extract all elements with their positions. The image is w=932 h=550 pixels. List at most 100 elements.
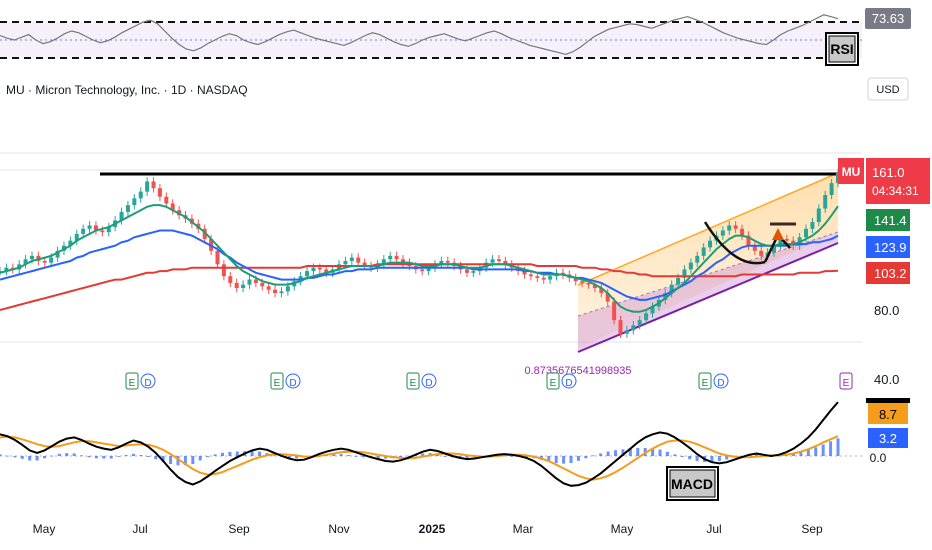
candle [535, 276, 540, 278]
event-label: E [550, 378, 557, 389]
macd-hist-bar [250, 451, 254, 456]
purple-channel [578, 232, 838, 352]
dividend-marker[interactable] [561, 373, 577, 389]
candle [87, 225, 92, 229]
candle [778, 238, 783, 246]
macd-hist-bar [139, 455, 143, 456]
event-label: E [129, 378, 136, 389]
dividend-marker[interactable] [713, 373, 729, 389]
macd-hist-bar [725, 456, 729, 460]
candle [548, 276, 553, 280]
macd-hist-bar [5, 455, 9, 457]
macd-hist-bar [814, 447, 818, 456]
candle [676, 277, 681, 285]
candle [305, 271, 310, 277]
earnings-marker[interactable] [546, 372, 560, 390]
candle [829, 183, 834, 195]
candle [362, 262, 367, 267]
candle [151, 181, 156, 189]
candle [810, 222, 815, 229]
currency-button[interactable] [867, 77, 909, 101]
candle [490, 259, 495, 263]
candle [356, 257, 361, 263]
macd-hist-bar [673, 454, 677, 456]
time-axis-tick: 2025 [419, 522, 446, 536]
candle [784, 238, 789, 241]
candle [471, 271, 476, 273]
macd-hist-bar [154, 456, 158, 460]
candle [145, 181, 150, 192]
rsi-label: RSI [830, 41, 853, 57]
macd-hist-bar [35, 456, 39, 461]
candle [804, 228, 809, 238]
candle [650, 306, 655, 314]
time-axis-tick: Mar [513, 522, 534, 536]
handle-arrow [772, 228, 784, 240]
dividend-marker[interactable] [421, 373, 437, 389]
candle [586, 282, 591, 285]
macd-hist-bar [176, 456, 180, 466]
candle [202, 228, 207, 239]
candle [541, 277, 546, 280]
earnings-marker[interactable] [406, 372, 420, 390]
macd-hist-bar [829, 441, 833, 456]
earnings-marker[interactable] [698, 372, 712, 390]
macd-hist-bar [287, 456, 291, 458]
candle [55, 250, 60, 258]
earnings-marker[interactable] [839, 372, 853, 390]
mu-tag-box [838, 158, 864, 184]
candle [100, 230, 105, 233]
macd-value: 8.7 [879, 407, 897, 422]
macd-hist-bar [57, 453, 61, 456]
dividend-marker[interactable] [285, 373, 301, 389]
candle [285, 286, 290, 292]
macd-hist-bar [80, 455, 84, 457]
macd-label-inner [669, 469, 716, 498]
macd-hist-bar [339, 454, 343, 456]
macd-hist-bar [792, 453, 796, 456]
time-axis: May Jul Sep Nov 2025 Mar May Jul Sep [33, 522, 823, 536]
macd-value-cap [866, 398, 910, 403]
earnings-marker[interactable] [270, 372, 284, 390]
channel-bottom-line [577, 242, 839, 353]
event-label: D [717, 378, 724, 389]
rsi-label-inner [828, 35, 856, 63]
ma-value: 123.9 [874, 240, 907, 255]
candle [759, 250, 764, 256]
macd-hist-bar [28, 456, 32, 461]
candle [164, 196, 169, 204]
candle [701, 247, 706, 256]
candle [311, 267, 316, 272]
ma-mid-line [0, 229, 839, 301]
candle [215, 250, 220, 265]
time-axis-tick: Sep [228, 522, 250, 536]
macd-hist-bar [361, 456, 365, 458]
macd-hist-bar [636, 448, 640, 456]
macd-value-box [868, 402, 908, 424]
candle [682, 269, 687, 278]
candle [669, 284, 674, 294]
candle [247, 279, 252, 285]
ma-value-box [866, 236, 910, 258]
macd-hist-bar [606, 451, 610, 456]
mu-tag: MU [842, 165, 861, 179]
candle [23, 259, 28, 265]
macd-hist-bar [161, 456, 165, 462]
candle [618, 320, 623, 334]
candle [157, 188, 162, 197]
earnings-marker[interactable] [125, 372, 139, 390]
bar-countdown: 04:34:31 [872, 184, 919, 198]
candle [612, 301, 617, 321]
candle [119, 211, 124, 221]
macd-hist-bar [688, 456, 692, 460]
candle [273, 289, 278, 294]
rsi-value-box [865, 8, 911, 29]
dividend-marker[interactable] [140, 373, 156, 389]
candle [266, 286, 271, 290]
last-price-box [866, 158, 930, 204]
macd-hist-bar [384, 456, 388, 459]
macd-hist-bar [102, 456, 106, 459]
